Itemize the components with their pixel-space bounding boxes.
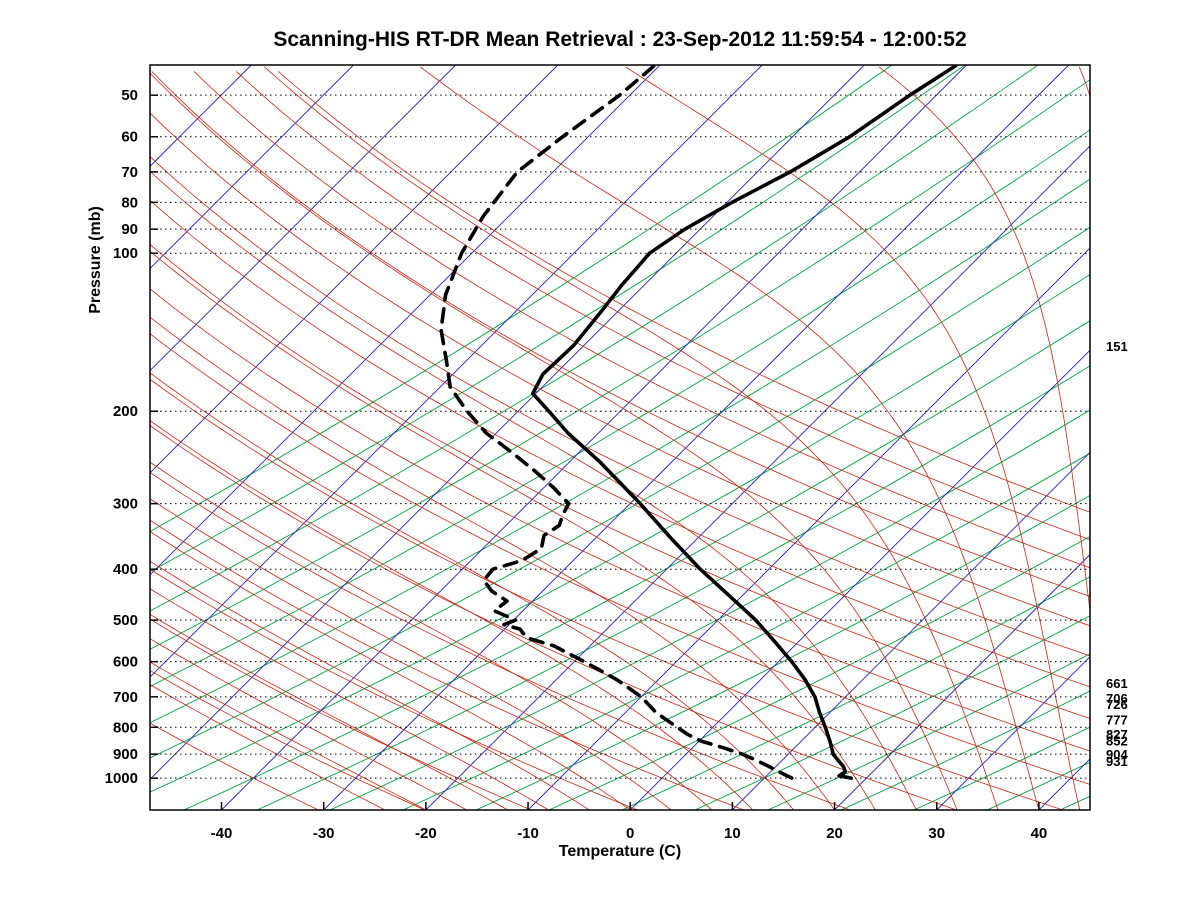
x-tick-label: -10 bbox=[517, 825, 539, 842]
x-tick-label: -40 bbox=[211, 825, 233, 842]
y-tick-label: 60 bbox=[121, 129, 138, 146]
level-annotation: 726 bbox=[1106, 697, 1128, 712]
y-tick-labels: 50 60 70 80 90 100 200 300 400 500 600 700 800 900 100… bbox=[105, 87, 138, 787]
x-tick-label: 10 bbox=[724, 825, 741, 842]
y-tick-label: 400 bbox=[113, 561, 138, 578]
dewpoint-curve bbox=[439, 65, 794, 780]
y-tick-label: 80 bbox=[121, 194, 138, 211]
x-tick-label: 0 bbox=[626, 825, 634, 842]
y-tick-label: 200 bbox=[113, 403, 138, 420]
level-annotation: 827 bbox=[1106, 727, 1128, 742]
y-tick-label: 700 bbox=[113, 689, 138, 706]
level-annotation: 777 bbox=[1106, 713, 1128, 728]
y-tick-label: 600 bbox=[113, 654, 138, 671]
axes bbox=[149, 64, 1091, 811]
y-tick-label: 70 bbox=[121, 164, 138, 181]
pseudoadiabat-lines bbox=[150, 66, 1090, 810]
temperature-curve bbox=[531, 65, 958, 780]
level-annotation: 706 bbox=[1106, 691, 1128, 706]
y-tick-label: 1000 bbox=[105, 770, 138, 787]
x-tick-label: 40 bbox=[1031, 825, 1048, 842]
y-tick-label: 50 bbox=[121, 87, 138, 104]
sounding-profiles bbox=[439, 65, 958, 780]
x-tick-label: -30 bbox=[313, 825, 335, 842]
x-tick-label: 20 bbox=[826, 825, 843, 842]
x-tick-labels: -40 -30 -20 -10 0 10 20 30 40 bbox=[211, 825, 1048, 842]
chart-title: Scanning-HIS RT-DR Mean Retrieval : 23-S… bbox=[273, 28, 967, 51]
y-tick-label: 100 bbox=[113, 245, 138, 262]
level-annotation: 852 bbox=[1106, 734, 1128, 749]
y-tick-label: 900 bbox=[113, 746, 138, 763]
y-tick-label: 90 bbox=[121, 221, 138, 238]
level-annotation: 151 bbox=[1106, 339, 1128, 354]
y-tick-label: 500 bbox=[113, 612, 138, 629]
x-tick-label: 30 bbox=[928, 825, 945, 842]
isohume-lines bbox=[150, 65, 1090, 810]
y-tick-label: 300 bbox=[113, 496, 138, 513]
level-annotation: 661 bbox=[1106, 676, 1128, 691]
level-annotation: 931 bbox=[1106, 754, 1128, 769]
dry-adiabat-lines bbox=[150, 71, 1090, 810]
x-tick-label: -20 bbox=[415, 825, 437, 842]
pressure-gridlines bbox=[150, 94, 1090, 779]
isotherm-lines bbox=[150, 65, 1090, 810]
level-annotation: 904 bbox=[1106, 747, 1128, 762]
y-tick-label: 800 bbox=[113, 719, 138, 736]
x-axis-label: Temperature (C) bbox=[558, 843, 682, 860]
